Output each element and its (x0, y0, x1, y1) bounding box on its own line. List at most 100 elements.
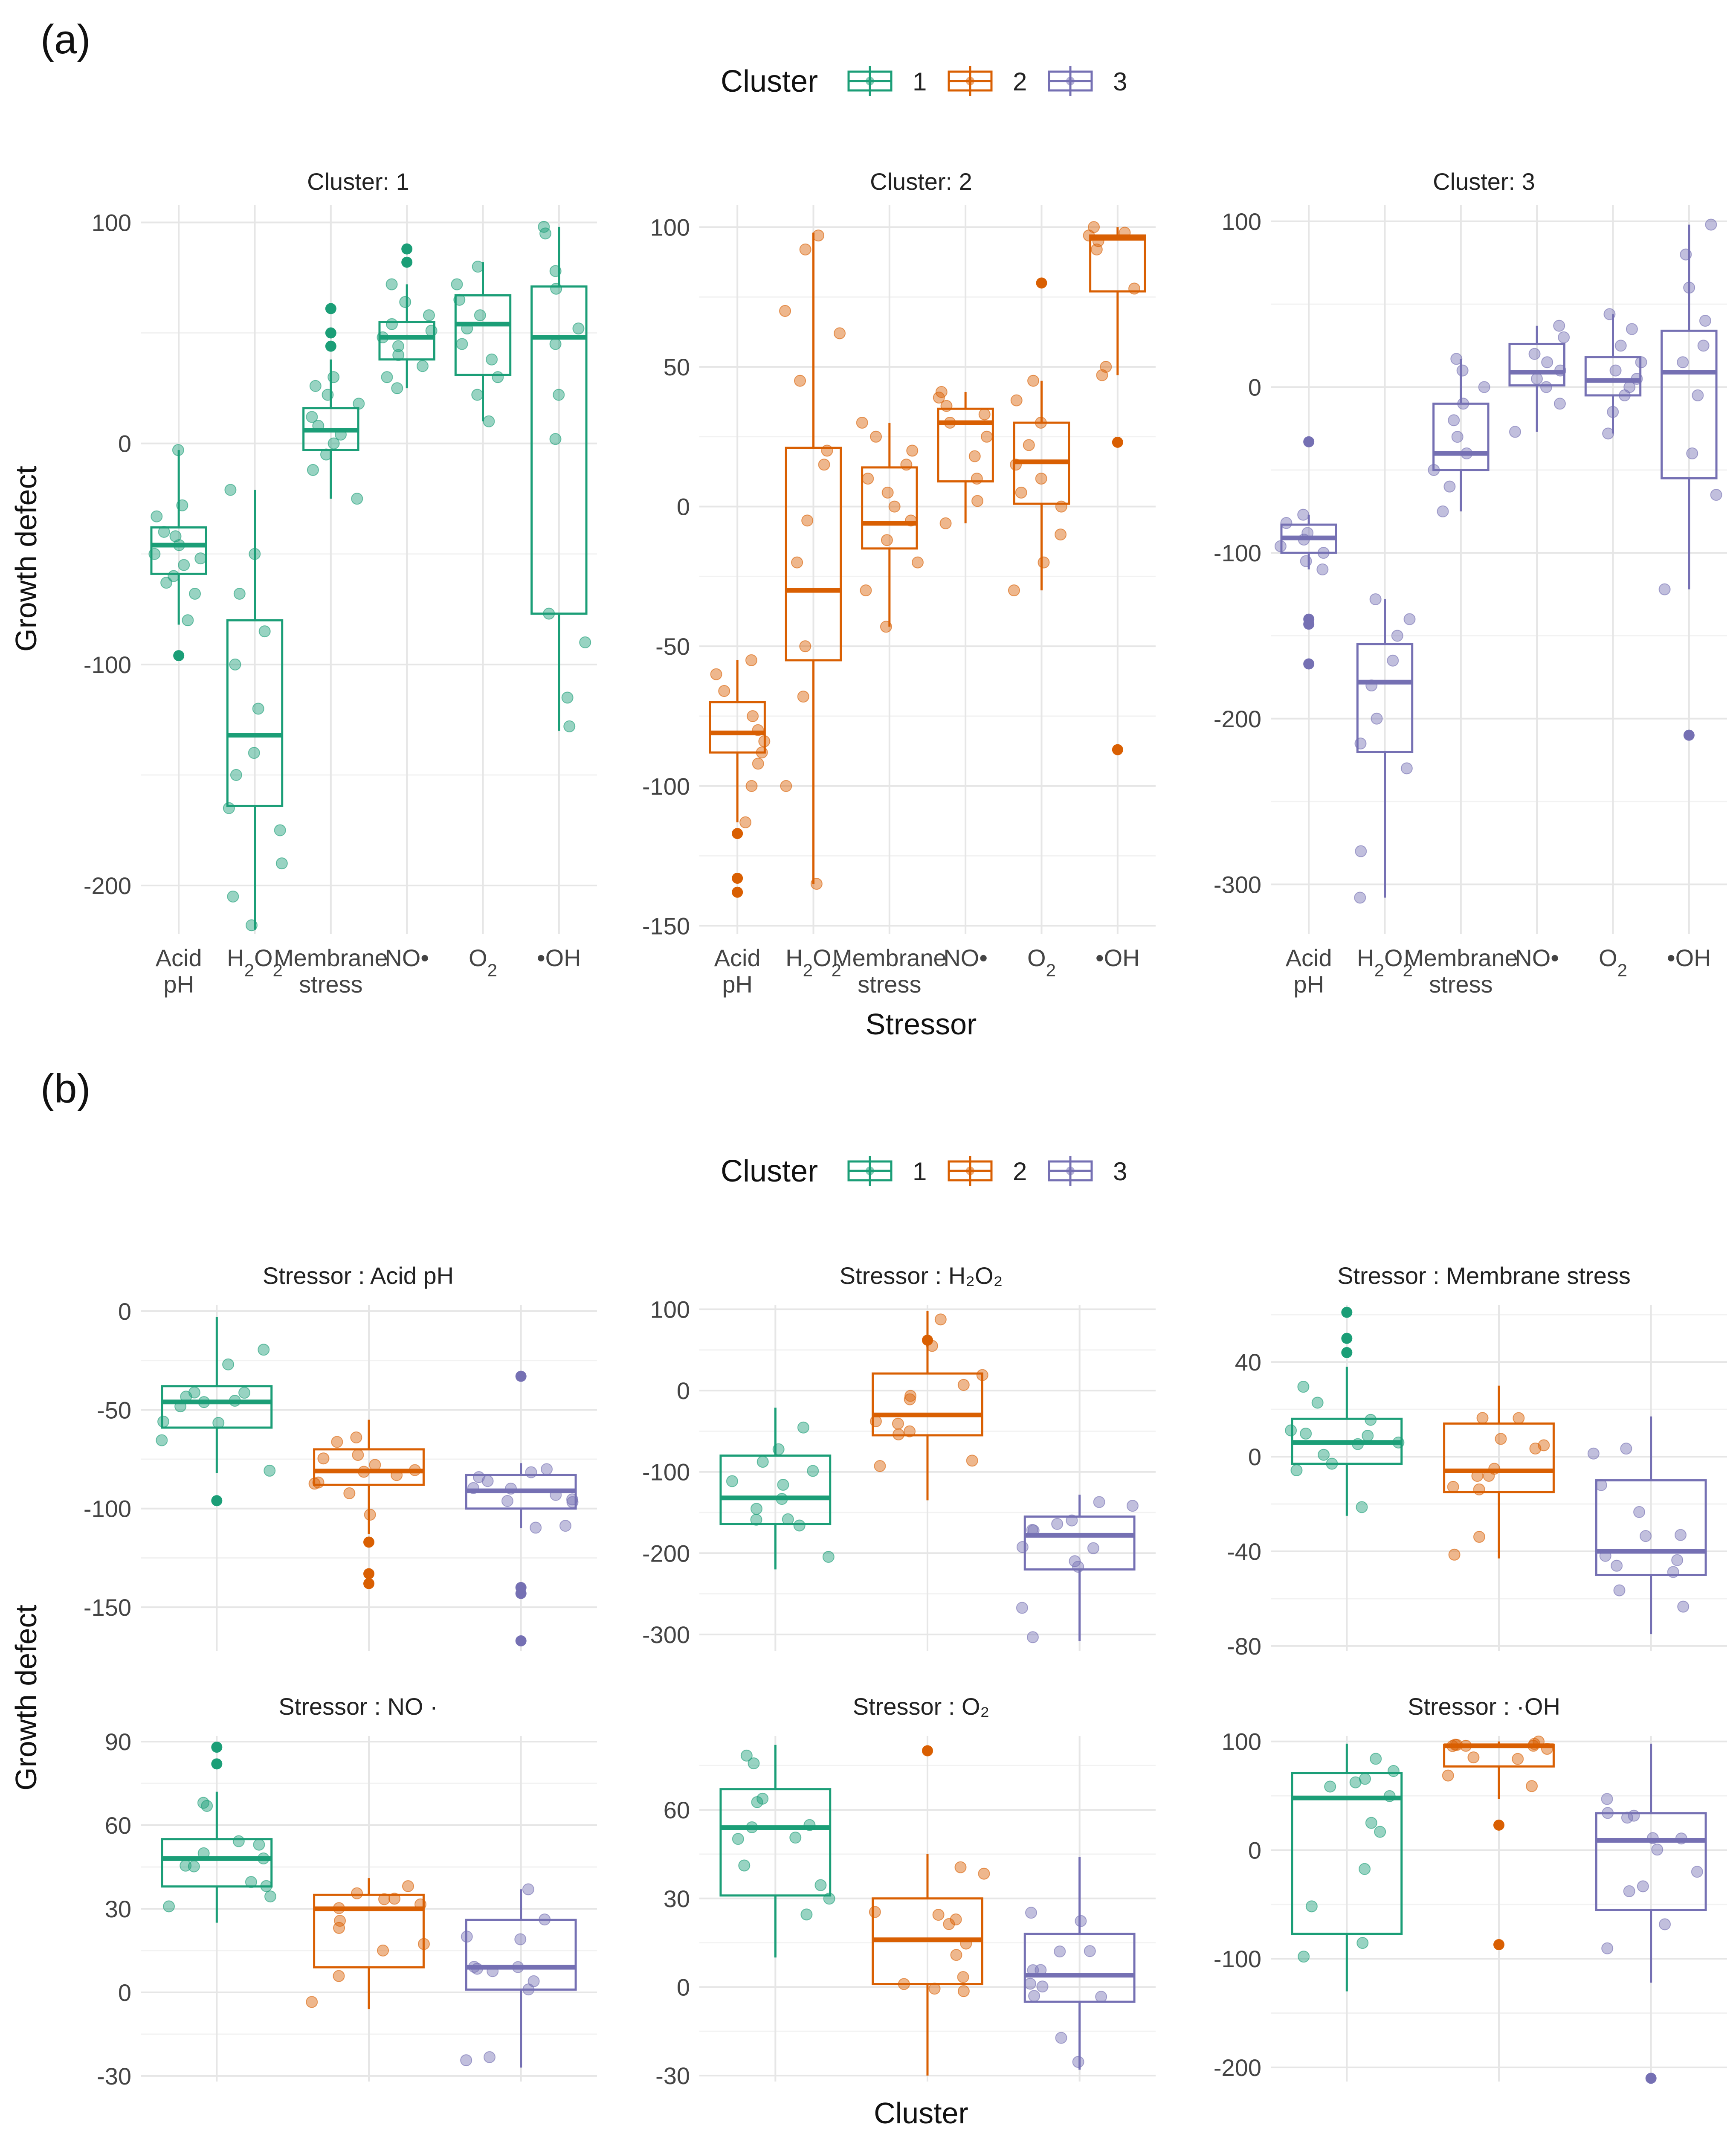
data-point (418, 1938, 430, 1950)
data-point (1705, 218, 1717, 231)
x-tick-label: •OH (537, 944, 581, 971)
data-point (1075, 1915, 1087, 1927)
box (1291, 1772, 1403, 1935)
data-point (1016, 1541, 1029, 1553)
data-point (1352, 1438, 1364, 1450)
legend-label-3: 3 (1113, 67, 1127, 96)
outlier-point (515, 1635, 527, 1646)
panel-a-facet-cluster-1: Cluster: 1 100 0 -100 -200 Acid pH H2O2Membran… (84, 168, 597, 998)
data-point (869, 1415, 882, 1428)
data-point (1100, 361, 1112, 373)
data-point (1456, 364, 1469, 377)
data-point (248, 747, 260, 759)
box-group-1 (1285, 1306, 1405, 1516)
data-point (343, 1487, 356, 1499)
data-point (320, 448, 332, 461)
data-point (197, 1797, 209, 1809)
data-point (391, 1469, 403, 1481)
outlier-point (732, 886, 743, 898)
data-point (274, 824, 286, 836)
y-tick-label: -30 (97, 2063, 131, 2090)
y-tick-label: -300 (1214, 871, 1261, 898)
outlier-point (1303, 436, 1315, 447)
data-point (793, 1519, 806, 1532)
data-point (1349, 1776, 1362, 1788)
data-point (483, 2051, 496, 2063)
data-point (892, 1417, 904, 1430)
data-point (738, 1859, 751, 1872)
data-point (1316, 563, 1329, 575)
y-tick-label: -100 (642, 1459, 690, 1486)
box (719, 1455, 832, 1525)
data-point (158, 525, 170, 538)
data-point (746, 1821, 758, 1833)
data-point (353, 398, 365, 410)
data-point (312, 420, 325, 432)
data-point (756, 746, 768, 759)
data-point (358, 1466, 370, 1478)
box (378, 321, 435, 361)
x-tick-label: O2 (469, 944, 497, 980)
box (1595, 1479, 1707, 1576)
data-point (501, 1495, 513, 1507)
data-point (233, 588, 246, 600)
legend-label-1: 1 (913, 1157, 927, 1186)
data-point (799, 640, 811, 653)
data-point (197, 1847, 210, 1859)
box (313, 1893, 425, 1968)
data-point (1623, 381, 1636, 393)
data-point (1626, 323, 1638, 335)
data-point (245, 1876, 257, 1888)
data-point (227, 890, 239, 903)
data-point (1637, 1880, 1649, 1893)
data-point (163, 1900, 175, 1913)
data-point (906, 444, 919, 457)
panel-b-facet-h2o2: Stressor : H₂O₂ 100 0 -100 -200 -300 (642, 1262, 1156, 1651)
data-point (1526, 1780, 1538, 1792)
data-point (823, 1893, 835, 1905)
legend-key-3 (1048, 1156, 1093, 1186)
data-point (173, 539, 185, 551)
data-point (900, 459, 913, 471)
legend-key-1 (847, 1156, 893, 1186)
data-point (377, 1944, 389, 1957)
box-group-6 (1083, 221, 1146, 755)
y-tick-label: -50 (655, 633, 690, 660)
legend-point (966, 77, 974, 85)
y-tick-label: 0 (1248, 374, 1261, 401)
data-point (980, 430, 993, 443)
y-tick-label: 0 (677, 1377, 690, 1404)
data-point (1509, 426, 1521, 438)
box-group-2 (1442, 1735, 1555, 1951)
data-point (1674, 1529, 1687, 1541)
data-point (939, 517, 952, 529)
data-point (351, 1887, 363, 1899)
box (313, 1448, 425, 1486)
box (785, 447, 842, 662)
data-point (1451, 431, 1464, 443)
data-point (726, 1475, 738, 1487)
box (530, 285, 588, 615)
x-tick-label: O2 (1027, 944, 1056, 980)
data-point (425, 325, 438, 337)
outlier-point (515, 1588, 527, 1599)
data-point (487, 1965, 499, 1977)
x-tick-label: H2O2 (227, 944, 283, 980)
data-point (1297, 508, 1310, 521)
data-point (1297, 1381, 1310, 1393)
data-point (1095, 1991, 1107, 2003)
box-group-1 (161, 1742, 276, 1923)
data-point (777, 1479, 789, 1491)
box-group-5 (1584, 308, 1647, 440)
data-point (803, 1819, 816, 1831)
data-point (1280, 517, 1293, 529)
data-point (522, 1883, 534, 1896)
data-point (1667, 1566, 1679, 1578)
data-point (739, 816, 752, 828)
box-group-3 (465, 1370, 579, 1646)
data-point (402, 1880, 414, 1892)
data-point (352, 1449, 364, 1461)
data-point (1686, 447, 1698, 459)
data-point (880, 621, 892, 633)
data-point (1356, 1937, 1369, 1949)
